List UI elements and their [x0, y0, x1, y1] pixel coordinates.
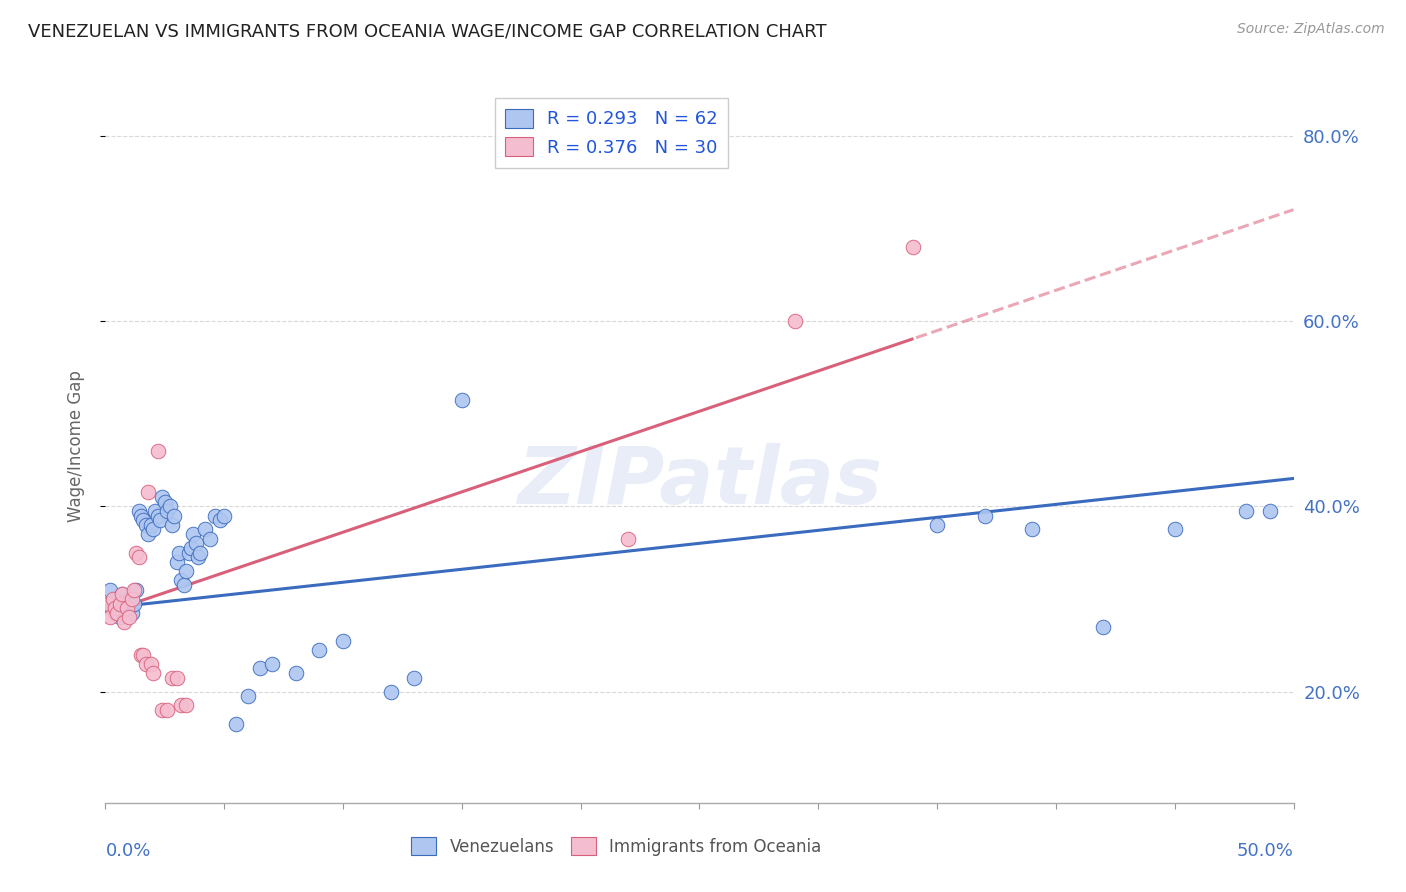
Point	[204, 508, 226, 523]
Point	[97, 597, 120, 611]
Point	[125, 582, 148, 597]
Point	[260, 657, 283, 671]
Point	[1092, 620, 1115, 634]
Point	[98, 582, 121, 597]
Point	[174, 698, 197, 713]
Point	[114, 615, 136, 629]
Point	[249, 661, 271, 675]
Point	[166, 671, 188, 685]
Point	[108, 610, 131, 624]
Point	[105, 606, 128, 620]
Point	[136, 527, 159, 541]
Legend: Venezuelans, Immigrants from Oceania: Venezuelans, Immigrants from Oceania	[405, 830, 828, 863]
Point	[122, 582, 145, 597]
Point	[132, 513, 155, 527]
Point	[903, 240, 925, 254]
Point	[174, 564, 197, 578]
Point	[98, 610, 121, 624]
Point	[156, 504, 179, 518]
Point	[97, 597, 120, 611]
Point	[104, 601, 127, 615]
Point	[101, 591, 124, 606]
Point	[194, 523, 217, 537]
Point	[177, 545, 200, 559]
Point	[925, 517, 948, 532]
Point	[115, 601, 138, 615]
Text: VENEZUELAN VS IMMIGRANTS FROM OCEANIA WAGE/INCOME GAP CORRELATION CHART: VENEZUELAN VS IMMIGRANTS FROM OCEANIA WA…	[28, 22, 827, 40]
Point	[121, 591, 143, 606]
Point	[783, 314, 806, 328]
Point	[111, 587, 134, 601]
Point	[973, 508, 995, 523]
Point	[1021, 523, 1043, 537]
Point	[152, 490, 174, 504]
Point	[135, 517, 157, 532]
Text: 0.0%: 0.0%	[105, 842, 150, 860]
Point	[170, 698, 193, 713]
Point	[163, 508, 186, 523]
Point	[225, 717, 247, 731]
Point	[146, 508, 169, 523]
Point	[156, 703, 179, 717]
Point	[198, 532, 221, 546]
Point	[114, 597, 136, 611]
Point	[153, 494, 176, 508]
Point	[167, 545, 190, 559]
Point	[142, 523, 165, 537]
Point	[284, 666, 307, 681]
Point	[143, 504, 166, 518]
Text: Source: ZipAtlas.com: Source: ZipAtlas.com	[1237, 22, 1385, 37]
Point	[166, 555, 188, 569]
Point	[152, 703, 174, 717]
Point	[236, 690, 259, 704]
Point	[617, 532, 640, 546]
Point	[159, 500, 181, 514]
Point	[142, 666, 165, 681]
Point	[135, 657, 157, 671]
Point	[146, 443, 169, 458]
Point	[149, 513, 172, 527]
Point	[1258, 504, 1281, 518]
Point	[105, 591, 128, 606]
Point	[214, 508, 236, 523]
Point	[101, 601, 124, 615]
Point	[128, 550, 150, 565]
Point	[208, 513, 231, 527]
Point	[170, 574, 193, 588]
Point	[308, 643, 330, 657]
Point	[111, 587, 134, 601]
Point	[190, 545, 212, 559]
Point	[139, 657, 162, 671]
Point	[139, 517, 162, 532]
Point	[115, 601, 138, 615]
Point	[136, 485, 159, 500]
Point	[332, 633, 354, 648]
Point	[180, 541, 202, 555]
Point	[118, 610, 141, 624]
Point	[121, 606, 143, 620]
Point	[129, 648, 152, 662]
Point	[118, 591, 141, 606]
Point	[173, 578, 195, 592]
Point	[184, 536, 207, 550]
Text: 50.0%: 50.0%	[1237, 842, 1294, 860]
Point	[450, 392, 472, 407]
Point	[187, 550, 209, 565]
Point	[122, 597, 145, 611]
Point	[128, 504, 150, 518]
Point	[132, 648, 155, 662]
Point	[160, 517, 183, 532]
Point	[160, 671, 183, 685]
Text: ZIPatlas: ZIPatlas	[517, 442, 882, 521]
Point	[129, 508, 152, 523]
Point	[125, 545, 148, 559]
Point	[108, 597, 131, 611]
Point	[183, 527, 205, 541]
Point	[1164, 523, 1187, 537]
Point	[380, 684, 402, 698]
Point	[104, 606, 127, 620]
Y-axis label: Wage/Income Gap: Wage/Income Gap	[66, 370, 84, 522]
Point	[1234, 504, 1257, 518]
Point	[404, 671, 426, 685]
